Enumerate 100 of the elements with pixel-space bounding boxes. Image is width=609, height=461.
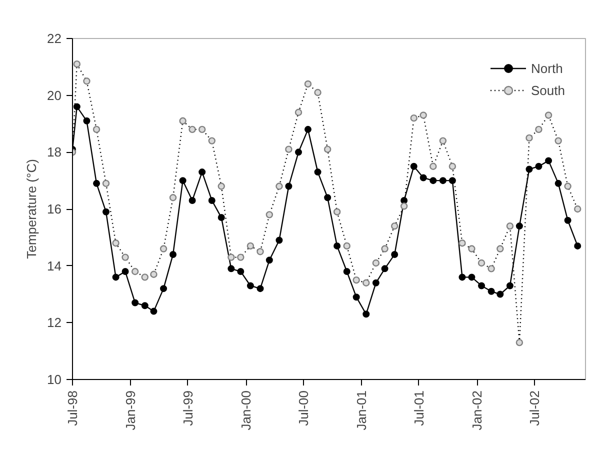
y-tick-label: 10 (47, 372, 62, 387)
point (506, 222, 514, 230)
point (112, 240, 120, 247)
point (458, 240, 466, 247)
point (516, 222, 523, 230)
point (448, 177, 456, 184)
point (314, 168, 322, 176)
point (150, 270, 158, 278)
point (170, 250, 177, 258)
point (544, 112, 552, 119)
point (228, 265, 235, 272)
y-tick-label: 18 (47, 144, 62, 160)
x-tick-label: Jul-02 (526, 390, 542, 426)
point (73, 60, 81, 68)
point (468, 245, 476, 252)
point (535, 126, 542, 134)
point (93, 180, 100, 187)
point (208, 137, 216, 144)
point (430, 177, 437, 184)
point (496, 290, 504, 298)
point (122, 268, 129, 276)
point (410, 162, 418, 170)
y-tick-label: 20 (47, 88, 62, 103)
point (362, 279, 370, 286)
point (496, 245, 504, 252)
point (439, 137, 447, 144)
point (478, 282, 486, 290)
point (237, 268, 244, 276)
point (102, 208, 110, 216)
point (73, 103, 80, 110)
point (208, 196, 216, 204)
point (372, 259, 380, 267)
point (439, 177, 446, 184)
point (160, 285, 168, 292)
point (188, 126, 196, 134)
point (343, 268, 350, 276)
point (574, 205, 582, 213)
point (564, 216, 572, 224)
point (228, 254, 235, 261)
point (256, 248, 264, 256)
point (112, 274, 120, 281)
legend-label: South (531, 82, 565, 98)
point (304, 80, 312, 88)
point (430, 162, 437, 170)
point (295, 148, 302, 156)
point (314, 88, 322, 96)
point (333, 208, 341, 216)
point (188, 196, 196, 204)
x-tick-label: Jan-02 (470, 390, 485, 430)
point (304, 126, 312, 133)
x-tick-label: Jan-99 (123, 390, 138, 430)
point (198, 168, 206, 176)
point (488, 288, 495, 295)
point (266, 211, 274, 218)
point (141, 302, 148, 310)
point (141, 274, 148, 281)
point (285, 182, 292, 190)
point (324, 146, 332, 153)
point (526, 166, 533, 173)
point (102, 180, 110, 188)
x-tick-label: Jul-01 (411, 390, 426, 426)
point (526, 134, 533, 142)
point (381, 265, 388, 272)
point (179, 117, 186, 124)
point (506, 282, 514, 290)
point (410, 114, 418, 122)
point (198, 126, 206, 134)
point (448, 162, 456, 170)
point (478, 259, 486, 267)
point (179, 177, 186, 184)
point (352, 276, 360, 284)
point (160, 245, 168, 252)
point (458, 274, 466, 281)
point (343, 242, 350, 250)
point (324, 194, 332, 202)
point (545, 157, 552, 164)
point (334, 242, 341, 250)
point (150, 308, 158, 315)
point (276, 236, 283, 244)
y-tick-label: 12 (47, 315, 62, 330)
point (554, 180, 562, 187)
y-tick-label: 14 (47, 258, 62, 274)
point (246, 282, 254, 290)
point (352, 294, 360, 301)
point (420, 112, 427, 119)
point (554, 137, 562, 144)
point (285, 146, 292, 153)
x-tick-label: Jan-01 (354, 390, 370, 430)
point (169, 194, 177, 202)
point (516, 338, 524, 346)
point (391, 250, 398, 258)
point (468, 274, 476, 281)
y-tick-label: 16 (47, 202, 62, 216)
point (246, 242, 254, 250)
point (372, 279, 380, 286)
y-tick-label: 22 (47, 31, 62, 46)
x-tick-label: Jul-99 (180, 390, 196, 426)
point (218, 214, 225, 222)
point (381, 245, 388, 252)
point (237, 254, 244, 261)
